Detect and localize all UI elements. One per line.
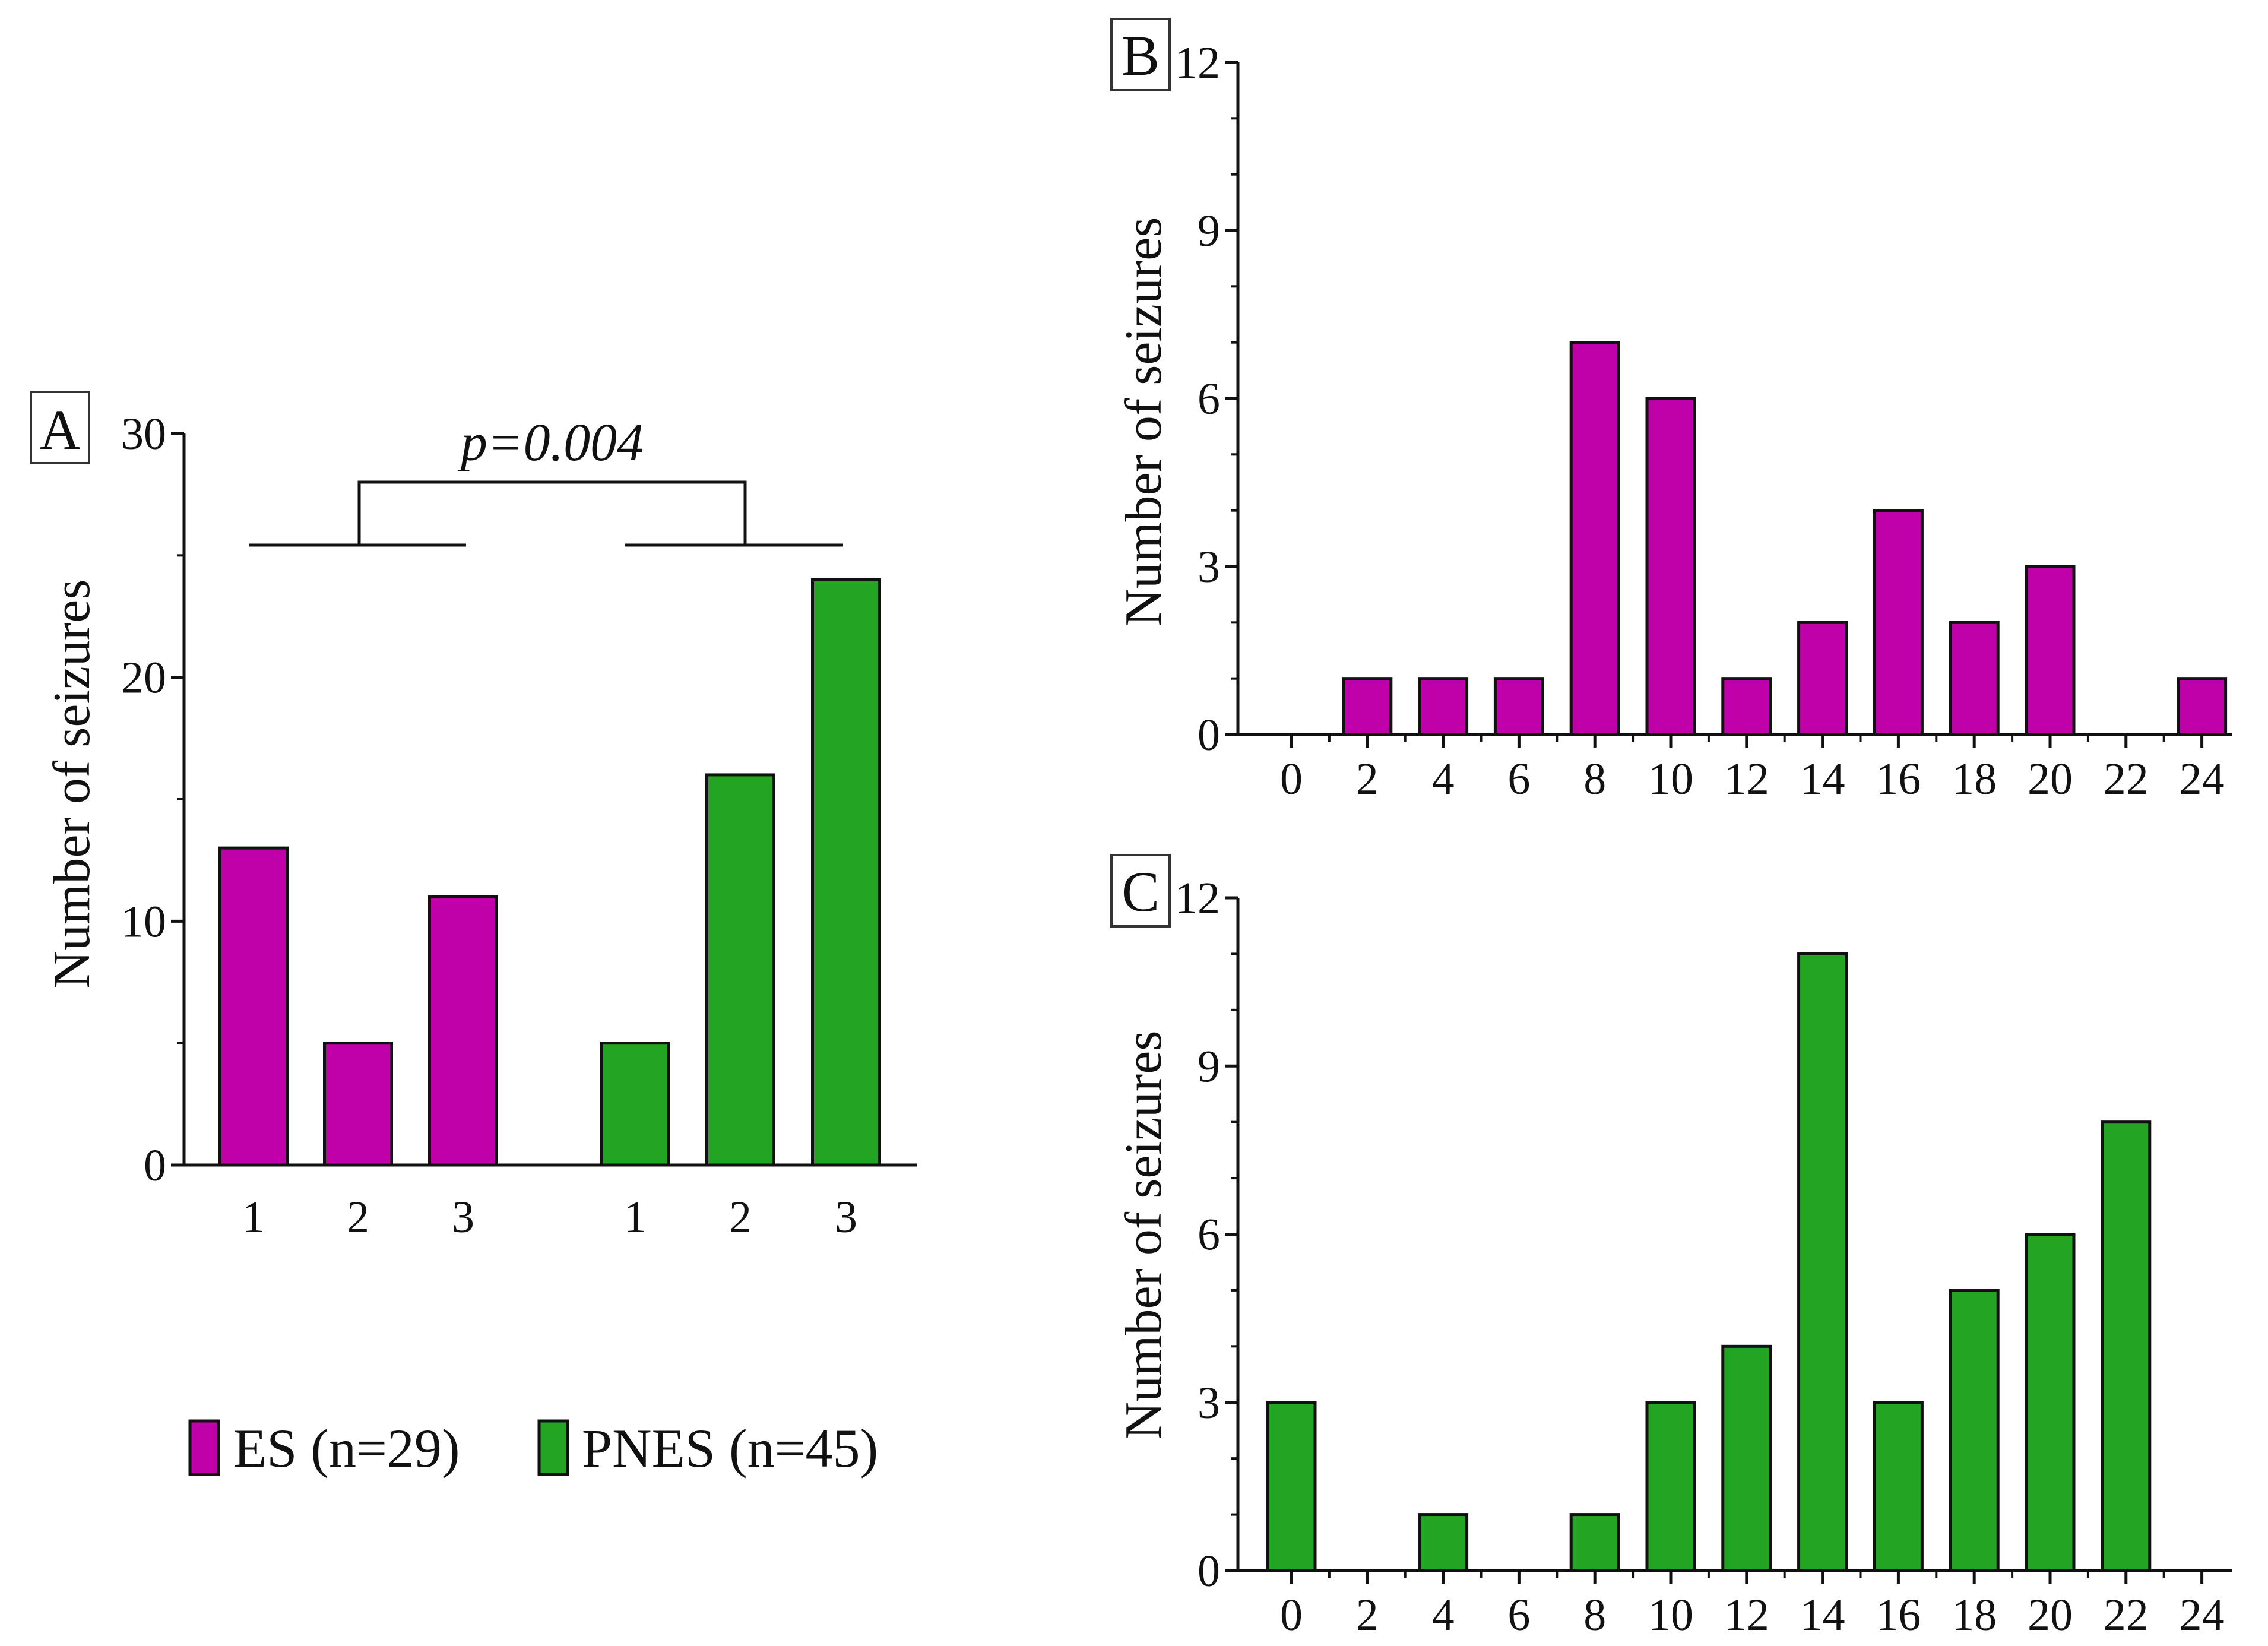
panel-a-letter: A [39,398,80,461]
panel-c-x-tick-label: 0 [1280,1590,1303,1640]
panel-b-x-tick-label: 14 [1800,754,1845,804]
panel-c-y-tick-label: 12 [1175,873,1220,923]
panel-b-letter: B [1122,24,1160,87]
panel-b-x-tick-label: 22 [2104,754,2149,804]
panel-c-x-tick-label: 4 [1432,1590,1455,1640]
panel-c-bar-18 [1949,1289,2000,1572]
panel-a-y-tick-label: 10 [121,897,166,947]
panel-b-bar-20 [2025,565,2076,736]
panel-b-bars [1342,341,2228,736]
panel-b-y-tick-label: 9 [1198,206,1220,256]
panel-a-bars [218,578,881,1167]
legend-pnes-label: PNES (n=45) [582,1418,878,1479]
legend: ES (n=29) PNES (n=45) [188,1418,878,1479]
panel-a-y-tick-label: 0 [144,1141,166,1191]
legend-es-swatch [188,1419,220,1476]
panel-b-bar-18 [1949,621,2000,736]
panel-a-y-tick-label: 20 [121,653,166,703]
legend-pnes-swatch [537,1419,569,1476]
panel-c-bars [1266,952,2152,1572]
panel-a-x-tick-label: 2 [729,1192,752,1242]
panel-b-y-tick-label: 12 [1175,38,1220,88]
panel-c-x-tick-label: 10 [1648,1590,1693,1640]
panel-a-x-tick-label: 1 [242,1192,265,1242]
panel-b-y-tick-label: 3 [1198,542,1220,592]
panel-c-x-tick-label: 14 [1800,1590,1845,1640]
panel-b-bar-8 [1569,341,1620,736]
panel-b-y-tick-label: 0 [1198,710,1220,760]
panel-c-y-tick-label: 9 [1198,1042,1220,1091]
panel-b-x-tick-label: 10 [1648,754,1693,804]
panel-b-y-axis-title: Number of seizures [1115,217,1173,626]
panel-b-x-tick-label: 16 [1876,754,1921,804]
panel-b-bar-12 [1721,677,1772,736]
panel-c-bar-4 [1418,1513,1469,1572]
panel-a-bar-es-3 [428,895,498,1167]
panel-b-label-box [1110,18,1171,91]
panel-a-y-tick-label: 30 [121,409,166,459]
panel-c-bar-12 [1721,1344,1772,1572]
panel-b-bar-6 [1493,677,1544,736]
panel-b-x-tick-label: 24 [2180,754,2225,804]
panel-b-bar-4 [1418,677,1469,736]
panel-c-label-box [1110,854,1171,928]
panel-b-x-tick-label: 18 [1952,754,1997,804]
panel-b: B Number of seizures 0 2 4 6 8 10 12 14 16 18 20 22… [1110,18,2232,804]
panel-c-x-tick-label: 8 [1583,1590,1606,1640]
panel-b-x-tick-label: 4 [1432,754,1455,804]
panel-c-y-axis-title: Number of seizures [1115,1030,1173,1439]
panel-b-bar-10 [1645,397,1696,736]
panel-a-y-axis-title: Number of seizures [43,579,101,988]
panel-b-x-tick-label: 6 [1507,754,1530,804]
panel-c-bar-14 [1797,952,1848,1572]
panel-a-x-tick-label: 1 [624,1192,647,1242]
panel-b-bar-16 [1873,509,1924,736]
panel-a-bar-es-2 [323,1042,393,1167]
significance-bracket [249,480,843,547]
panel-a-bar-pnes-1 [600,1042,670,1167]
panel-a-bar-pnes-2 [705,773,775,1167]
p-value-annotation: p=0.004 [457,413,644,472]
panel-c-x-tick-label: 12 [1724,1590,1769,1640]
panel-b-bar-2 [1342,677,1393,736]
panel-c-x-tick-label: 22 [2104,1590,2149,1640]
panel-c-x-tick-label: 2 [1356,1590,1379,1640]
panel-a-bar-pnes-3 [811,578,881,1167]
panel-c-letter: C [1122,860,1160,923]
panel-c-bar-0 [1266,1401,1317,1572]
panel-c-x-tick-label: 16 [1876,1590,1921,1640]
panel-c-bar-8 [1569,1513,1620,1572]
legend-es-label: ES (n=29) [233,1418,460,1479]
panel-b-x-tick-label: 12 [1724,754,1769,804]
panel-c-x-tick-label: 6 [1507,1590,1530,1640]
panel-c-y-tick-label: 6 [1198,1210,1220,1260]
panel-c-x-tick-label: 18 [1952,1590,1997,1640]
panel-a-x-tick-label: 3 [835,1192,857,1242]
panel-c: C Number of seizures 0 2 4 6 8 10 12 14 16 18 20 22… [1110,854,2232,1640]
panel-b-x-tick-label: 20 [2028,754,2073,804]
panel-c-bar-10 [1645,1401,1696,1572]
panel-a-bar-es-1 [218,846,289,1167]
panel-c-bar-16 [1873,1401,1924,1572]
panel-b-bar-14 [1797,621,1848,736]
panel-c-y-tick-label: 0 [1198,1546,1220,1596]
panel-c-x-tick-label: 24 [2180,1590,2225,1640]
panel-c-bar-22 [2101,1120,2152,1572]
panel-a-x-tick-label: 2 [347,1192,369,1242]
panel-b-x-tick-label: 2 [1356,754,1379,804]
panel-b-y-tick-label: 6 [1198,374,1220,424]
panel-a-label-box [30,391,90,464]
panel-a-x-tick-label: 3 [452,1192,474,1242]
panel-b-x-tick-label: 8 [1583,754,1606,804]
panel-c-x-tick-label: 20 [2028,1590,2073,1640]
panel-b-x-tick-label: 0 [1280,754,1303,804]
panel-c-bar-20 [2025,1233,2076,1572]
panel-b-bar-24 [2177,677,2228,736]
panel-c-y-tick-label: 3 [1198,1378,1220,1428]
